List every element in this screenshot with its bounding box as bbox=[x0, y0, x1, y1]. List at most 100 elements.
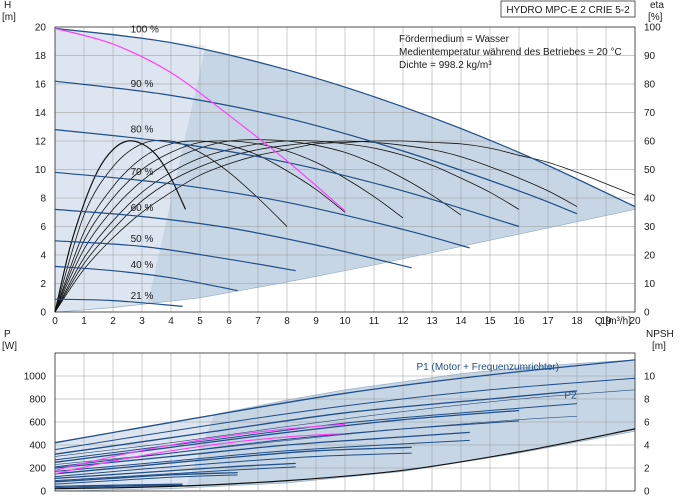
p2-curve bbox=[54, 484, 183, 489]
p1-curve bbox=[54, 359, 636, 444]
x-tick-label: 12 bbox=[397, 316, 409, 327]
speed-label: 70 % bbox=[131, 167, 154, 178]
npsh-tick-label: 2 bbox=[644, 464, 650, 475]
x-tick-label: 17 bbox=[542, 316, 554, 327]
x-axis-title: Q [m³/h] bbox=[595, 316, 631, 327]
p2-curve bbox=[54, 466, 296, 482]
p-tick-label: 600 bbox=[29, 418, 46, 429]
npsh-tick-label: 10 bbox=[644, 372, 656, 383]
p2-curve bbox=[54, 474, 238, 485]
eta-tick-label: 30 bbox=[644, 222, 656, 233]
npsh-axis-title: NPSH bbox=[646, 329, 674, 340]
head-curve bbox=[54, 80, 578, 215]
y-tick-label: 18 bbox=[35, 51, 47, 62]
eta-tick-label: 40 bbox=[644, 194, 656, 205]
eta-axis-unit: [%] bbox=[648, 12, 663, 23]
x-tick-label: 8 bbox=[284, 316, 290, 327]
info-line-temperature: Medientemperatur während des Betriebes =… bbox=[399, 47, 622, 58]
x-tick-label: 18 bbox=[571, 316, 583, 327]
y-axis-unit: [m] bbox=[2, 12, 16, 23]
info-line-density: Dichte = 998.2 kg/m³ bbox=[399, 60, 492, 71]
efficiency-curve bbox=[54, 139, 462, 313]
head-curve bbox=[54, 208, 412, 269]
npsh-axis-unit: [m] bbox=[652, 341, 666, 352]
efficiency-curve bbox=[54, 140, 578, 313]
y-tick-label: 20 bbox=[35, 23, 47, 34]
plot-border bbox=[54, 352, 636, 492]
pink-power-curve bbox=[54, 432, 346, 475]
p1-curve bbox=[54, 390, 578, 455]
npsh-tick-label: 6 bbox=[644, 418, 650, 429]
eta-tick-label: 20 bbox=[644, 251, 656, 262]
eta-tick-label: 60 bbox=[644, 137, 656, 148]
speed-label: 40 % bbox=[131, 260, 154, 271]
y-tick-label: 6 bbox=[40, 222, 46, 233]
p1-curve bbox=[54, 483, 183, 488]
y-tick-label: 0 bbox=[40, 308, 46, 319]
speed-label: 80 % bbox=[131, 124, 154, 135]
eta-tick-label: 50 bbox=[644, 165, 656, 176]
x-tick-label: 6 bbox=[226, 316, 232, 327]
p-tick-label: 1000 bbox=[24, 372, 47, 383]
p-tick-label: 800 bbox=[29, 395, 46, 406]
p-tick-label: 0 bbox=[40, 487, 46, 498]
x-tick-label: 19 bbox=[600, 316, 612, 327]
x-tick-label: 15 bbox=[484, 316, 496, 327]
p2-curve bbox=[54, 439, 470, 472]
npsh-tick-label: 0 bbox=[644, 487, 650, 498]
y-tick-label: 4 bbox=[40, 251, 46, 262]
x-tick-label: 5 bbox=[197, 316, 203, 327]
eta-tick-label: 70 bbox=[644, 108, 656, 119]
x-tick-label: 7 bbox=[255, 316, 261, 327]
x-tick-label: 9 bbox=[313, 316, 319, 327]
x-tick-label: 3 bbox=[139, 316, 145, 327]
info-line-medium: Fördermedium = Wasser bbox=[399, 34, 510, 45]
speed-label: 90 % bbox=[131, 79, 154, 90]
y-axis-title: H bbox=[4, 0, 11, 11]
p-tick-label: 200 bbox=[29, 464, 46, 475]
plot-border bbox=[54, 26, 636, 313]
pink-power-curve bbox=[54, 423, 346, 471]
p-axis-title: P bbox=[4, 329, 11, 340]
eta-tick-label: 0 bbox=[644, 308, 650, 319]
p2-curve bbox=[54, 452, 412, 478]
x-tick-label: 4 bbox=[168, 316, 174, 327]
eta-tick-label: 90 bbox=[644, 51, 656, 62]
x-tick-label: 20 bbox=[629, 316, 641, 327]
head-curve bbox=[54, 240, 296, 272]
p1-curve bbox=[54, 471, 238, 483]
x-tick-label: 16 bbox=[513, 316, 525, 327]
npsh-curve bbox=[54, 428, 636, 490]
operating-range-light-area bbox=[55, 28, 206, 313]
efficiency-curve bbox=[54, 140, 346, 313]
p1-curve bbox=[54, 446, 412, 475]
head-curve bbox=[54, 298, 183, 307]
efficiency-curve bbox=[54, 140, 404, 313]
x-tick-label: 0 bbox=[52, 316, 58, 327]
x-tick-label: 11 bbox=[369, 316, 380, 327]
power-thin-curve bbox=[54, 389, 636, 457]
x-tick-label: 10 bbox=[339, 316, 351, 327]
p-tick-label: 400 bbox=[29, 441, 46, 452]
speed-label: 60 % bbox=[131, 203, 154, 214]
p1-curve bbox=[54, 431, 470, 469]
y-tick-label: 16 bbox=[35, 80, 47, 91]
chart-title: HYDRO MPC-E 2 CRIE 5-2 bbox=[506, 5, 630, 16]
head-curve bbox=[54, 129, 520, 228]
power-npsh-panel: P1 (Motor + Frequenzumrichter)P202004006… bbox=[2, 329, 674, 498]
y-tick-label: 2 bbox=[40, 279, 46, 290]
p-axis-unit: [W] bbox=[2, 341, 17, 352]
npsh-tick-label: 8 bbox=[644, 395, 650, 406]
x-tick-label: 13 bbox=[426, 316, 438, 327]
efficiency-curve bbox=[54, 139, 288, 313]
eta-axis-title: eta bbox=[650, 0, 664, 11]
efficiency-curve bbox=[54, 140, 187, 313]
y-tick-label: 12 bbox=[35, 137, 47, 148]
speed-label: 50 % bbox=[131, 234, 154, 245]
npsh-tick-label: 4 bbox=[644, 441, 650, 452]
head-efficiency-panel: 100 %90 %80 %70 %60 %50 %40 %21 %0246810… bbox=[2, 0, 664, 327]
pink-head-curve bbox=[54, 27, 346, 212]
x-tick-label: 1 bbox=[81, 316, 87, 327]
p2-curve bbox=[54, 403, 578, 461]
